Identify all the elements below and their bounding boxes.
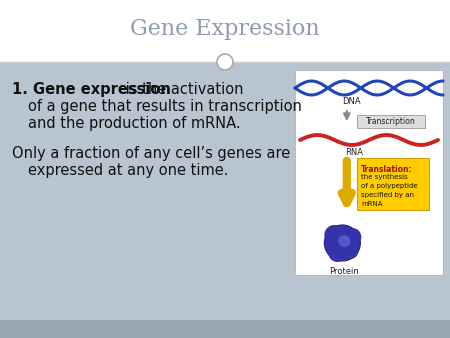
- Text: Transcription: Transcription: [366, 117, 416, 126]
- Text: mRNA: mRNA: [361, 201, 382, 207]
- Circle shape: [324, 225, 344, 245]
- Text: of a polypeptide: of a polypeptide: [361, 183, 418, 189]
- Bar: [0, 320, 450, 338]
- Circle shape: [217, 54, 233, 70]
- Bar: [357, 115, 425, 128]
- Text: 1. Gene expression: 1. Gene expression: [12, 82, 171, 97]
- Circle shape: [338, 235, 351, 247]
- Text: DNA: DNA: [342, 97, 360, 106]
- Circle shape: [328, 244, 346, 262]
- Circle shape: [343, 228, 361, 246]
- Text: Translation:: Translation:: [361, 165, 413, 174]
- Text: Gene Expression: Gene Expression: [130, 18, 320, 40]
- Text: expressed at any one time.: expressed at any one time.: [28, 163, 229, 178]
- Bar: [357, 158, 429, 210]
- Text: Protein: Protein: [329, 267, 359, 276]
- Text: Only a fraction of any cell’s genes are: Only a fraction of any cell’s genes are: [12, 146, 290, 161]
- Text: and the production of mRNA.: and the production of mRNA.: [28, 116, 241, 131]
- Bar: [295, 70, 443, 275]
- Bar: [0, 62, 450, 320]
- Text: is the activation: is the activation: [121, 82, 243, 97]
- Text: RNA: RNA: [345, 148, 363, 157]
- Circle shape: [342, 243, 358, 259]
- Text: specified by an: specified by an: [361, 192, 414, 198]
- Text: of a gene that results in transcription: of a gene that results in transcription: [28, 99, 302, 114]
- Bar: [0, 0, 450, 62]
- Circle shape: [324, 225, 360, 261]
- Text: the synthesis: the synthesis: [361, 174, 408, 180]
